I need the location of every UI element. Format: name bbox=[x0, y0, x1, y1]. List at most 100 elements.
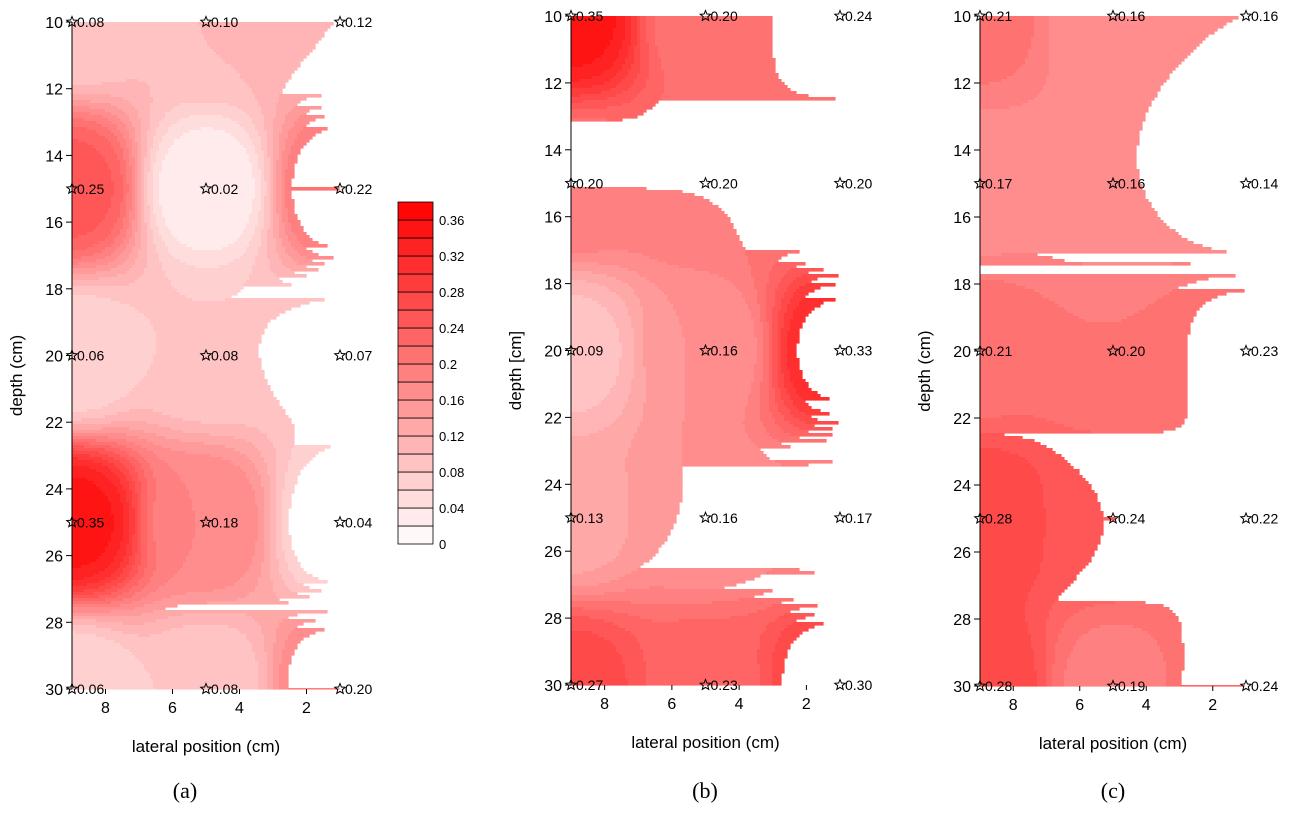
contour-cell bbox=[571, 553, 620, 557]
contour-cell bbox=[646, 82, 665, 86]
contour-cell bbox=[117, 220, 124, 224]
contour-cell bbox=[1091, 628, 1143, 632]
contour-cell bbox=[264, 124, 274, 128]
contour-cell bbox=[126, 178, 133, 182]
contour-cell bbox=[159, 457, 223, 461]
contour-cell bbox=[261, 109, 277, 113]
contour-cell bbox=[1166, 667, 1185, 671]
contour-cell bbox=[625, 676, 647, 680]
contour-cell bbox=[267, 463, 277, 467]
contour-cell bbox=[96, 148, 115, 152]
contour-cell bbox=[778, 286, 788, 290]
contour-cell bbox=[980, 109, 1149, 113]
contour-cell bbox=[204, 442, 253, 446]
contour-cell bbox=[120, 448, 133, 452]
contour-cell bbox=[631, 43, 638, 47]
contour-cell bbox=[980, 601, 1026, 605]
contour-cell bbox=[234, 259, 256, 263]
contour-cell bbox=[778, 373, 785, 377]
contour-cell bbox=[120, 253, 130, 257]
contour-cell bbox=[619, 358, 635, 362]
contour-cell bbox=[622, 655, 644, 659]
contour-cell bbox=[126, 445, 142, 449]
contour-cell bbox=[153, 685, 259, 689]
contour-cell bbox=[255, 493, 265, 497]
contour-cell bbox=[571, 235, 740, 239]
contour-cell bbox=[138, 475, 145, 479]
contour-cell bbox=[634, 358, 644, 362]
data-label: 0.18 bbox=[211, 514, 238, 530]
x-axis-title: lateral position (cm) bbox=[1039, 734, 1187, 753]
contour-cell bbox=[72, 652, 133, 656]
contour-cell bbox=[571, 271, 593, 275]
contour-cell bbox=[141, 544, 148, 548]
contour-cell bbox=[1028, 55, 1050, 59]
contour-cell bbox=[571, 517, 629, 521]
contour-cell bbox=[72, 580, 100, 584]
contour-cell bbox=[150, 466, 172, 470]
contour-cell bbox=[291, 451, 319, 455]
contour-cell bbox=[294, 142, 307, 146]
contour-cell bbox=[120, 544, 127, 548]
contour-cell bbox=[138, 220, 142, 224]
contour-cell bbox=[282, 505, 292, 509]
contour-cell bbox=[147, 148, 151, 152]
contour-cell bbox=[153, 139, 163, 143]
contour-cell bbox=[72, 598, 106, 602]
contour-cell bbox=[772, 367, 779, 371]
contour-cell bbox=[778, 637, 797, 641]
contour-cell bbox=[144, 184, 148, 188]
contour-cell bbox=[270, 202, 274, 206]
contour-cell bbox=[267, 154, 274, 158]
contour-cell bbox=[72, 181, 115, 185]
contour-cell bbox=[126, 169, 133, 173]
contour-cell bbox=[141, 496, 148, 500]
contour-cell bbox=[658, 286, 737, 290]
contour-cell bbox=[141, 505, 148, 509]
contour-cell bbox=[643, 310, 677, 314]
contour-cell bbox=[72, 247, 88, 251]
contour-cell bbox=[793, 316, 806, 320]
contour-cell bbox=[1055, 649, 1074, 653]
contour-cell bbox=[640, 424, 683, 428]
contour-cell bbox=[264, 211, 271, 215]
contour-cell bbox=[778, 331, 782, 335]
contour-cell bbox=[757, 352, 764, 356]
contour-cell bbox=[625, 58, 635, 62]
contour-cell bbox=[141, 523, 148, 527]
contour-cell bbox=[772, 265, 797, 269]
contour-cell bbox=[276, 196, 283, 200]
contour-cell bbox=[102, 490, 118, 494]
contour-cell bbox=[264, 196, 271, 200]
contour-cell bbox=[99, 487, 118, 491]
contour-cell bbox=[1070, 616, 1179, 620]
contour-cell bbox=[273, 157, 280, 161]
contour-cell bbox=[162, 208, 253, 212]
contour-cell bbox=[132, 148, 139, 152]
contour-cell bbox=[604, 49, 620, 53]
contour-cell bbox=[616, 22, 626, 26]
contour-cell bbox=[132, 178, 136, 182]
contour-cell bbox=[72, 58, 223, 62]
contour-cell bbox=[628, 55, 635, 59]
contour-cell bbox=[685, 397, 749, 401]
contour-cell bbox=[135, 280, 172, 284]
contour-cell bbox=[72, 157, 106, 161]
contour-cell bbox=[285, 175, 295, 179]
contour-cell bbox=[261, 202, 265, 206]
contour-cell bbox=[72, 367, 151, 371]
contour-cell bbox=[980, 247, 1212, 251]
contour-cell bbox=[282, 190, 286, 194]
contour-cell bbox=[625, 403, 644, 407]
contour-cell bbox=[72, 631, 76, 635]
contour-cell bbox=[153, 187, 160, 191]
contour-cell bbox=[1034, 31, 1050, 35]
contour-cell bbox=[162, 160, 250, 164]
contour-cell bbox=[1034, 16, 1050, 20]
contour-cell bbox=[291, 226, 304, 230]
contour-cell bbox=[610, 88, 629, 92]
contour-cell bbox=[1064, 670, 1167, 674]
contour-cell bbox=[129, 130, 136, 134]
contour-cell bbox=[643, 343, 686, 347]
contour-cell bbox=[129, 409, 154, 413]
